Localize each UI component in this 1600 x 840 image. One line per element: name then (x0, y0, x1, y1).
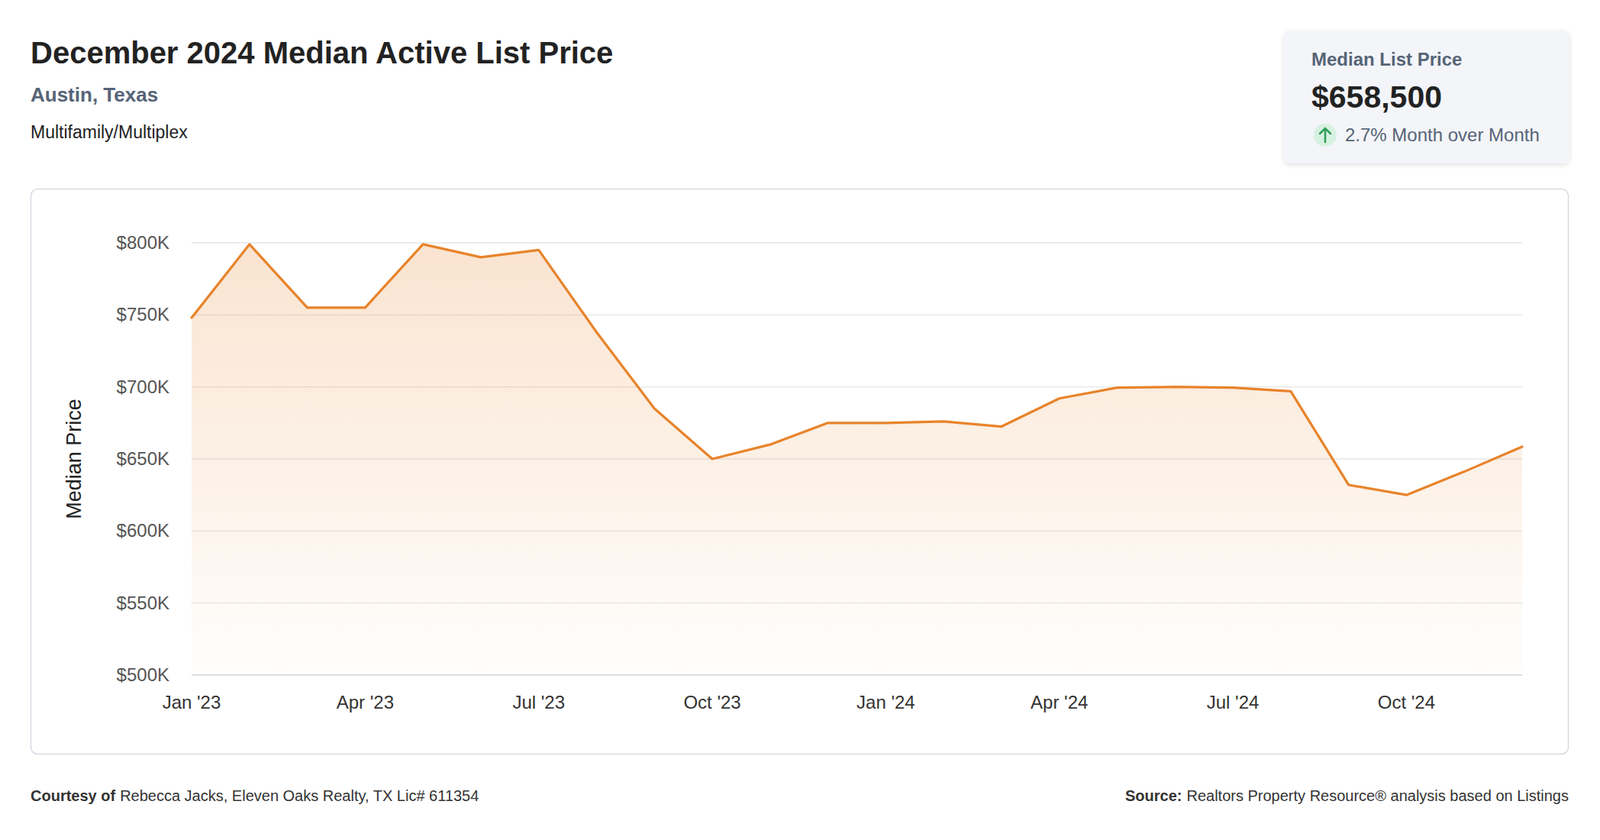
grid-line (191, 241, 1523, 243)
credit: Courtesy ofRebecca Jacks, Eleven Oaks Re… (30, 787, 479, 804)
x-tick-label: Oct '24 (1377, 691, 1436, 713)
x-tick-label: Jan '23 (162, 691, 222, 713)
source: Source:Realtors Property Resource® analy… (1125, 787, 1569, 804)
plot-area (191, 244, 1523, 675)
y-axis-label: Median Price (62, 398, 86, 520)
y-tick-label: $750K (116, 303, 170, 325)
card-title: Median List Price (1311, 48, 1462, 70)
y-tick-label: $800K (116, 232, 170, 253)
card-value: $658,500 (1311, 79, 1442, 115)
title: December 2024 Median Active List Price (30, 35, 613, 70)
up-arrow (1319, 128, 1331, 142)
up-icon (1313, 123, 1337, 147)
credit-label: Courtesy of (30, 787, 116, 804)
chart-root: December 2024 Median Active List Price Au… (0, 0, 1600, 840)
credit-text: Rebecca Jacks, Eleven Oaks Realty, TX Li… (119, 787, 479, 804)
chart-frame (31, 189, 1569, 755)
y-tick-label: $500K (116, 664, 170, 685)
y-tick-label: $550K (116, 592, 170, 613)
card-change: 2.7% Month over Month (1345, 124, 1540, 146)
summary-card (1283, 30, 1570, 164)
line (191, 244, 1523, 495)
x-tick-label: Jul '24 (1206, 691, 1260, 713)
x-tick-label: Apr '23 (336, 691, 394, 713)
area (191, 244, 1523, 675)
x-tick-label: Jul '23 (512, 691, 565, 713)
source-label: Source: (1125, 787, 1182, 804)
x-tick-label: Oct '23 (683, 691, 741, 713)
source-text: Realtors Property Resource® analysis bas… (1186, 787, 1569, 804)
property-type: Multifamily/Multiplex (30, 122, 188, 142)
y-tick-label: $650K (116, 448, 170, 469)
x-tick-label: Apr '24 (1030, 691, 1088, 713)
x-tick-label: Jan '24 (856, 691, 916, 713)
y-tick-label: $600K (116, 519, 170, 541)
subtitle: Austin, Texas (30, 83, 159, 107)
y-tick-label: $700K (116, 376, 170, 397)
